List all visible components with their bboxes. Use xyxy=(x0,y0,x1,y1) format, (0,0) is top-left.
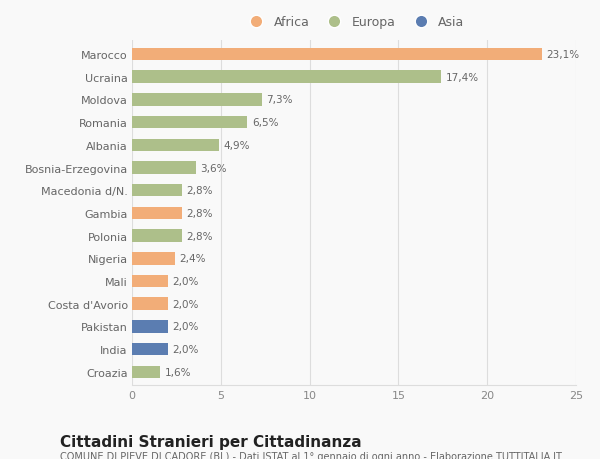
Bar xyxy=(132,207,182,220)
Bar xyxy=(132,139,219,152)
Bar xyxy=(132,343,167,356)
Text: 2,0%: 2,0% xyxy=(172,344,199,354)
Text: 2,0%: 2,0% xyxy=(172,276,199,286)
Text: 17,4%: 17,4% xyxy=(445,73,479,83)
Text: 2,0%: 2,0% xyxy=(172,322,199,332)
Text: 2,4%: 2,4% xyxy=(179,254,206,264)
Text: 3,6%: 3,6% xyxy=(200,163,227,173)
Bar xyxy=(132,275,167,288)
Bar xyxy=(132,185,182,197)
Text: 2,8%: 2,8% xyxy=(186,208,212,218)
Text: COMUNE DI PIEVE DI CADORE (BL) - Dati ISTAT al 1° gennaio di ogni anno - Elabora: COMUNE DI PIEVE DI CADORE (BL) - Dati IS… xyxy=(60,451,562,459)
Text: 6,5%: 6,5% xyxy=(252,118,278,128)
Bar xyxy=(132,94,262,106)
Bar xyxy=(132,230,182,242)
Text: Cittadini Stranieri per Cittadinanza: Cittadini Stranieri per Cittadinanza xyxy=(60,434,362,449)
Text: 2,0%: 2,0% xyxy=(172,299,199,309)
Bar xyxy=(132,320,167,333)
Bar xyxy=(132,252,175,265)
Text: 4,9%: 4,9% xyxy=(223,140,250,151)
Text: 2,8%: 2,8% xyxy=(186,231,212,241)
Text: 2,8%: 2,8% xyxy=(186,186,212,196)
Bar xyxy=(132,117,247,129)
Bar xyxy=(132,71,441,84)
Legend: Africa, Europa, Asia: Africa, Europa, Asia xyxy=(241,14,467,32)
Bar xyxy=(132,298,167,310)
Text: 23,1%: 23,1% xyxy=(547,50,580,60)
Bar xyxy=(132,49,542,61)
Bar xyxy=(132,366,160,378)
Bar xyxy=(132,162,196,174)
Text: 7,3%: 7,3% xyxy=(266,95,293,105)
Text: 1,6%: 1,6% xyxy=(165,367,191,377)
